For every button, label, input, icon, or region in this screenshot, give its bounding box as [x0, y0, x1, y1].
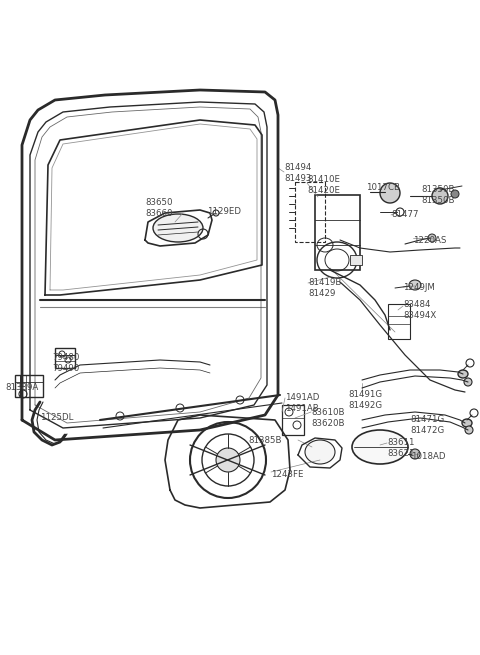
- Text: 81491G
81492G: 81491G 81492G: [348, 390, 382, 410]
- Bar: [315, 195, 360, 270]
- Text: 81419B
81429: 81419B 81429: [308, 278, 341, 298]
- Text: 83611
83621: 83611 83621: [387, 438, 415, 458]
- Text: 81494
81493: 81494 81493: [284, 163, 312, 183]
- Text: 83484
83494X: 83484 83494X: [403, 300, 436, 320]
- Text: 81385B: 81385B: [248, 436, 281, 445]
- Text: 81477: 81477: [391, 210, 419, 219]
- Ellipse shape: [458, 370, 468, 378]
- Ellipse shape: [352, 430, 408, 464]
- Bar: [282, 405, 304, 435]
- Ellipse shape: [153, 214, 203, 242]
- Text: 79480
79490: 79480 79490: [52, 353, 79, 373]
- Text: 1243FE: 1243FE: [271, 470, 303, 479]
- Ellipse shape: [409, 280, 421, 290]
- Text: 1018AD: 1018AD: [411, 452, 445, 461]
- Bar: [295, 182, 325, 242]
- Text: 83650
83660: 83650 83660: [145, 198, 172, 218]
- Ellipse shape: [410, 449, 420, 459]
- Text: 1491AD
1491AB: 1491AD 1491AB: [285, 393, 319, 413]
- Bar: [350, 255, 362, 265]
- Ellipse shape: [305, 440, 335, 464]
- Text: 1017CB: 1017CB: [366, 183, 400, 192]
- Ellipse shape: [216, 448, 240, 472]
- Ellipse shape: [428, 234, 436, 242]
- Bar: [55, 348, 75, 368]
- Text: 81471G
81472G: 81471G 81472G: [410, 415, 444, 435]
- Bar: [388, 304, 410, 339]
- Text: 81389A: 81389A: [5, 383, 38, 392]
- Text: 1249JM: 1249JM: [403, 283, 435, 292]
- Ellipse shape: [465, 426, 473, 434]
- Text: 1129ED: 1129ED: [207, 207, 241, 216]
- Text: 81350B
81350B: 81350B 81350B: [421, 185, 455, 205]
- Ellipse shape: [380, 183, 400, 203]
- Text: 81410E
81420E: 81410E 81420E: [307, 175, 340, 195]
- Text: 1220AS: 1220AS: [413, 236, 446, 245]
- Text: 83610B
83620B: 83610B 83620B: [311, 408, 345, 428]
- Ellipse shape: [462, 419, 472, 427]
- Bar: [15, 375, 43, 397]
- Ellipse shape: [451, 190, 459, 198]
- Ellipse shape: [464, 378, 472, 386]
- Text: 1125DL: 1125DL: [40, 413, 73, 422]
- Ellipse shape: [432, 188, 448, 204]
